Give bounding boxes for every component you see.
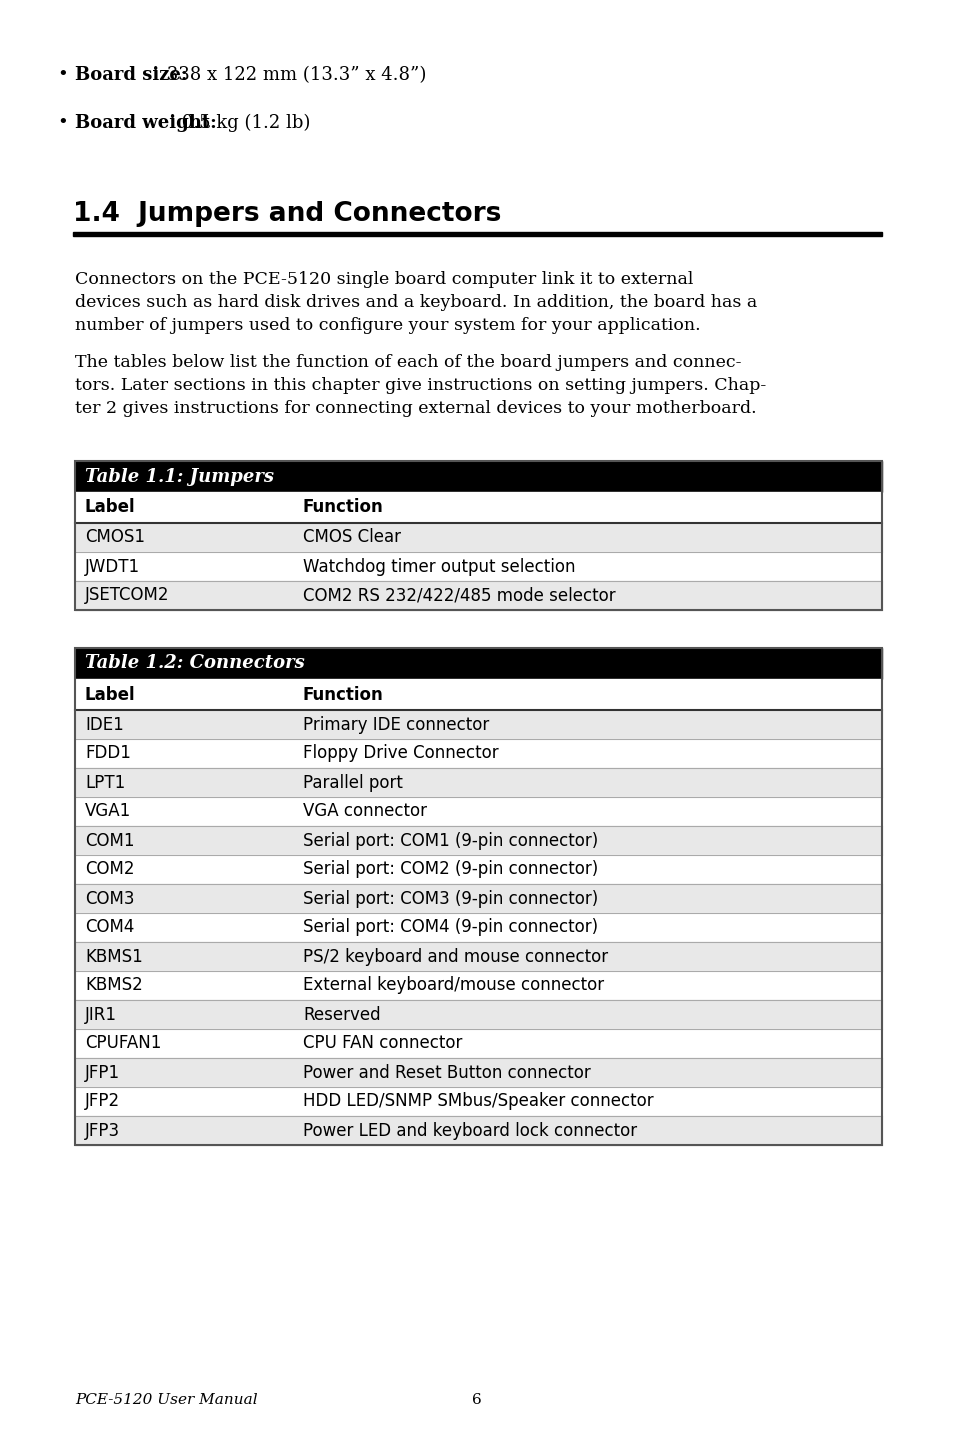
Text: 338 x 122 mm (13.3” x 4.8”): 338 x 122 mm (13.3” x 4.8”) xyxy=(161,66,426,84)
Bar xyxy=(75,884,882,912)
Text: COM2 RS 232/422/485 mode selector: COM2 RS 232/422/485 mode selector xyxy=(302,586,615,605)
Text: KBMS1: KBMS1 xyxy=(85,948,143,965)
Text: Watchdog timer output selection: Watchdog timer output selection xyxy=(302,558,575,575)
Text: Label: Label xyxy=(85,499,135,516)
Bar xyxy=(75,855,882,884)
Text: JSETCOM2: JSETCOM2 xyxy=(85,586,170,605)
Text: Board weight:: Board weight: xyxy=(75,114,216,132)
Text: Function: Function xyxy=(302,499,383,516)
Bar xyxy=(75,1115,882,1145)
Text: CMOS Clear: CMOS Clear xyxy=(302,529,400,546)
Text: number of jumpers used to configure your system for your application.: number of jumpers used to configure your… xyxy=(75,317,700,335)
Text: CMOS1: CMOS1 xyxy=(85,529,145,546)
Bar xyxy=(75,739,882,768)
Text: COM2: COM2 xyxy=(85,861,134,878)
Text: Power LED and keyboard lock connector: Power LED and keyboard lock connector xyxy=(302,1121,637,1140)
Text: Connectors on the PCE-5120 single board computer link it to external: Connectors on the PCE-5120 single board … xyxy=(75,272,693,287)
Text: External keyboard/mouse connector: External keyboard/mouse connector xyxy=(302,977,603,994)
Bar xyxy=(75,460,882,492)
Text: COM4: COM4 xyxy=(85,918,134,937)
Bar xyxy=(73,232,882,236)
Bar xyxy=(75,711,882,739)
Bar xyxy=(75,648,882,1145)
Bar xyxy=(75,460,882,611)
Text: PCE-5120 User Manual: PCE-5120 User Manual xyxy=(75,1393,257,1407)
Text: Power and Reset Button connector: Power and Reset Button connector xyxy=(302,1064,590,1081)
Text: CPU FAN connector: CPU FAN connector xyxy=(302,1034,462,1052)
Bar xyxy=(75,581,882,611)
Text: HDD LED/SNMP SMbus/Speaker connector: HDD LED/SNMP SMbus/Speaker connector xyxy=(302,1093,653,1111)
Text: Table 1.1: Jumpers: Table 1.1: Jumpers xyxy=(85,468,274,486)
Text: 0.5 kg (1.2 lb): 0.5 kg (1.2 lb) xyxy=(176,114,311,132)
Text: JWDT1: JWDT1 xyxy=(85,558,140,575)
Bar xyxy=(75,523,882,552)
Text: tors. Later sections in this chapter give instructions on setting jumpers. Chap-: tors. Later sections in this chapter giv… xyxy=(75,378,765,395)
Text: Serial port: COM4 (9-pin connector): Serial port: COM4 (9-pin connector) xyxy=(302,918,598,937)
Text: VGA connector: VGA connector xyxy=(302,802,426,821)
Text: ter 2 gives instructions for connecting external devices to your motherboard.: ter 2 gives instructions for connecting … xyxy=(75,400,756,418)
Bar xyxy=(75,827,882,855)
Text: 1.4  Jumpers and Connectors: 1.4 Jumpers and Connectors xyxy=(73,202,501,227)
Text: JIR1: JIR1 xyxy=(85,1005,117,1024)
Bar xyxy=(75,492,882,523)
Bar xyxy=(75,768,882,797)
Text: IDE1: IDE1 xyxy=(85,715,124,734)
Text: Table 1.2: Connectors: Table 1.2: Connectors xyxy=(85,655,304,672)
Text: Primary IDE connector: Primary IDE connector xyxy=(302,715,489,734)
Text: CPUFAN1: CPUFAN1 xyxy=(85,1034,161,1052)
Text: COM1: COM1 xyxy=(85,831,134,849)
Text: Label: Label xyxy=(85,685,135,704)
Text: •: • xyxy=(57,66,68,84)
Text: KBMS2: KBMS2 xyxy=(85,977,143,994)
Text: COM3: COM3 xyxy=(85,889,134,908)
Text: VGA1: VGA1 xyxy=(85,802,132,821)
Bar xyxy=(75,797,882,827)
Bar xyxy=(75,552,882,581)
Bar xyxy=(75,971,882,1000)
Bar xyxy=(75,1058,882,1087)
Text: Reserved: Reserved xyxy=(302,1005,380,1024)
Bar xyxy=(75,1000,882,1030)
Text: PS/2 keyboard and mouse connector: PS/2 keyboard and mouse connector xyxy=(302,948,607,965)
Bar xyxy=(75,912,882,942)
Text: Function: Function xyxy=(302,685,383,704)
Bar xyxy=(75,679,882,711)
Text: Serial port: COM3 (9-pin connector): Serial port: COM3 (9-pin connector) xyxy=(302,889,598,908)
Bar xyxy=(75,648,882,679)
Bar xyxy=(75,1030,882,1058)
Text: devices such as hard disk drives and a keyboard. In addition, the board has a: devices such as hard disk drives and a k… xyxy=(75,295,757,310)
Text: LPT1: LPT1 xyxy=(85,774,125,791)
Text: Serial port: COM1 (9-pin connector): Serial port: COM1 (9-pin connector) xyxy=(302,831,598,849)
Text: The tables below list the function of each of the board jumpers and connec-: The tables below list the function of ea… xyxy=(75,355,740,370)
Text: JFP3: JFP3 xyxy=(85,1121,120,1140)
Bar xyxy=(75,1087,882,1115)
Text: Parallel port: Parallel port xyxy=(302,774,402,791)
Text: Serial port: COM2 (9-pin connector): Serial port: COM2 (9-pin connector) xyxy=(302,861,598,878)
Text: JFP1: JFP1 xyxy=(85,1064,120,1081)
Text: Floppy Drive Connector: Floppy Drive Connector xyxy=(302,745,498,762)
Text: •: • xyxy=(57,114,68,132)
Text: Board size:: Board size: xyxy=(75,66,188,84)
Text: JFP2: JFP2 xyxy=(85,1093,120,1111)
Bar xyxy=(75,942,882,971)
Text: FDD1: FDD1 xyxy=(85,745,131,762)
Text: 6: 6 xyxy=(472,1393,481,1407)
